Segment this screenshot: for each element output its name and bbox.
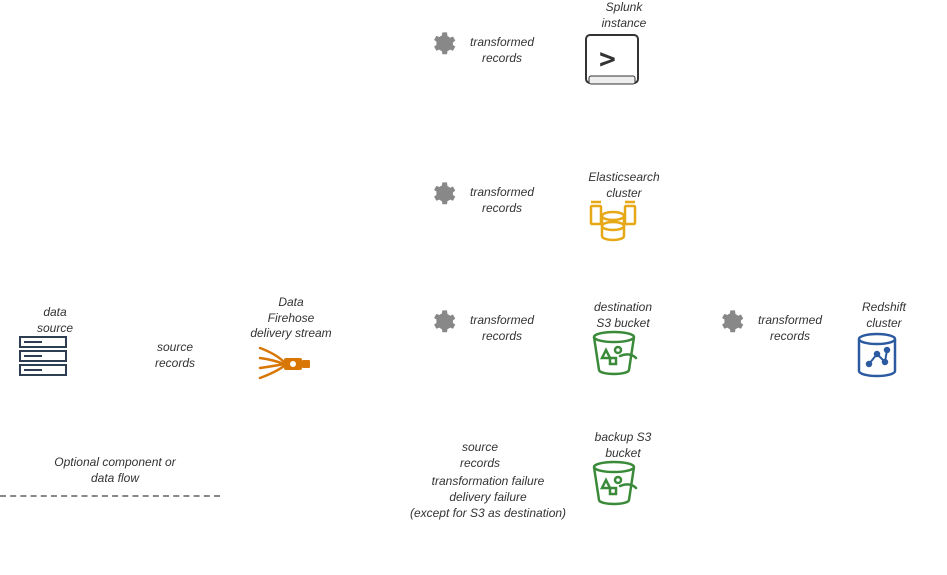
data-source-label: data source [25,305,85,336]
failure-source-records-label: source records [445,440,515,471]
gear-icon [428,30,456,63]
transformation-failure-label: transformation failure [418,474,558,490]
s3-bucket-icon [590,460,638,511]
delivery-failure-label: delivery failure (except for S3 as desti… [398,490,578,521]
elasticsearch-label: Elasticsearch cluster [584,170,664,201]
s3-bucket-icon [590,330,638,381]
splunk-label: Splunk instance [595,0,653,31]
splunk-icon: > [583,32,641,95]
redshift-icon [855,332,899,385]
svg-text:>: > [599,42,616,75]
transformed-records-label-4: transformed records [750,313,830,344]
firehose-label: Data Firehose delivery stream [236,295,346,342]
optional-component-label: Optional component or data flow [35,455,195,486]
gear-icon [428,180,456,213]
transformed-records-label-1: transformed records [462,35,542,66]
backup-s3-label: backup S3 bucket [588,430,658,461]
redshift-label: Redshift cluster [854,300,914,331]
elasticsearch-icon [588,200,638,251]
data-source-icon [18,335,68,382]
transformed-records-label-2: transformed records [462,185,542,216]
gear-icon [428,308,456,341]
firehose-icon [258,340,318,393]
gear-icon [716,308,744,341]
transformed-records-label-3: transformed records [462,313,542,344]
s3-dest-label: destination S3 bucket [588,300,658,331]
dashed-divider [0,495,220,497]
source-records-label: source records [145,340,205,371]
